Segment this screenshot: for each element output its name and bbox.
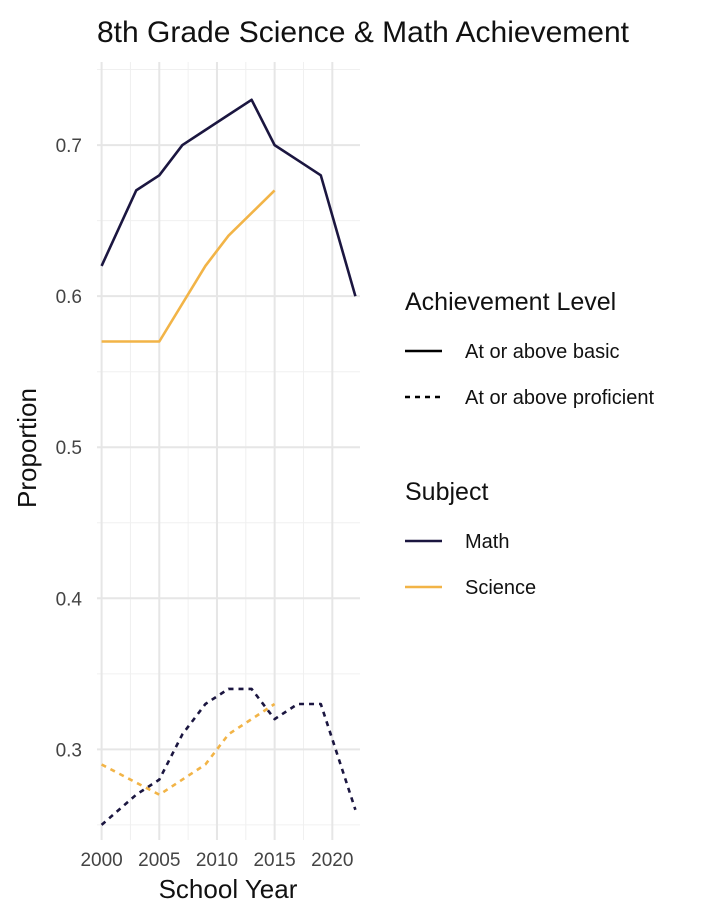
x-tick-label: 2010 — [196, 850, 238, 871]
legend-title: Achievement Level — [405, 288, 616, 316]
x-tick-label: 2015 — [253, 850, 295, 871]
y-tick-label: 0.6 — [56, 287, 82, 308]
legend-label: Math — [465, 531, 509, 553]
chart-title: 8th Grade Science & Math Achievement — [97, 16, 630, 49]
legend-title: Subject — [405, 478, 488, 506]
x-tick-label: 2020 — [311, 850, 353, 871]
series-line-math-proficient — [100, 687, 357, 826]
y-axis-title: Proportion — [12, 388, 42, 508]
y-tick-label: 0.7 — [56, 136, 82, 157]
legend-label: Science — [465, 577, 536, 599]
series-line-science-basic — [101, 189, 276, 343]
x-axis-title: School Year — [159, 874, 298, 904]
series-group — [100, 98, 357, 826]
series-line-science-proficient — [100, 702, 276, 797]
legend: Achievement Level At or above basic At or … — [405, 288, 654, 599]
y-tick-label: 0.4 — [56, 589, 83, 610]
legend-label: At or above proficient — [465, 387, 654, 409]
series-line-math-basic — [100, 98, 357, 297]
x-tick-label: 2005 — [138, 850, 180, 871]
legend-label: At or above basic — [465, 341, 620, 363]
x-tick-labels: 2000 2005 2010 2015 2020 — [80, 850, 353, 871]
y-tick-label: 0.3 — [56, 740, 82, 761]
y-tick-labels: 0.3 0.4 0.5 0.6 0.7 — [56, 136, 83, 761]
x-tick-label: 2000 — [80, 850, 122, 871]
y-tick-label: 0.5 — [56, 438, 82, 459]
